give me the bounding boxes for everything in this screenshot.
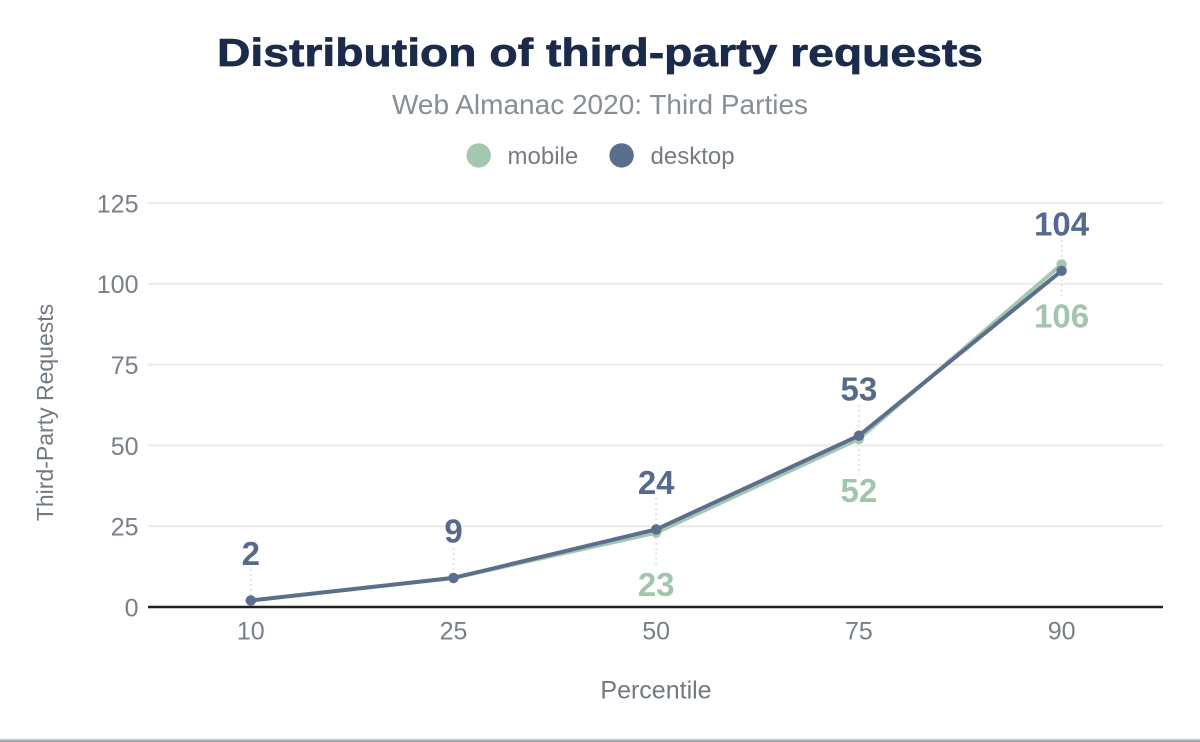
svg-text:75: 75 [111, 352, 139, 380]
svg-text:53: 53 [841, 370, 878, 407]
svg-text:24: 24 [638, 464, 675, 501]
svg-text:desktop: desktop [651, 143, 735, 170]
svg-text:23: 23 [638, 566, 675, 603]
svg-text:106: 106 [1034, 298, 1089, 335]
svg-text:100: 100 [97, 271, 139, 299]
svg-text:25: 25 [440, 618, 468, 646]
svg-text:Percentile: Percentile [600, 677, 711, 705]
svg-text:90: 90 [1048, 618, 1076, 646]
svg-text:50: 50 [642, 618, 670, 646]
svg-text:2: 2 [242, 535, 260, 572]
svg-text:125: 125 [97, 190, 139, 218]
svg-text:10: 10 [237, 618, 265, 646]
svg-text:50: 50 [111, 433, 139, 461]
svg-text:0: 0 [125, 594, 139, 622]
svg-text:25: 25 [111, 514, 139, 542]
svg-text:52: 52 [841, 472, 878, 509]
svg-text:9: 9 [444, 513, 462, 550]
svg-text:104: 104 [1034, 206, 1090, 243]
svg-text:mobile: mobile [508, 143, 579, 170]
svg-text:75: 75 [845, 618, 873, 646]
svg-text:Third-Party Requests: Third-Party Requests [32, 304, 58, 521]
svg-text:Web Almanac 2020: Third Partie: Web Almanac 2020: Third Parties [392, 89, 808, 120]
svg-text:Distribution of third-party re: Distribution of third-party requests [217, 32, 983, 75]
